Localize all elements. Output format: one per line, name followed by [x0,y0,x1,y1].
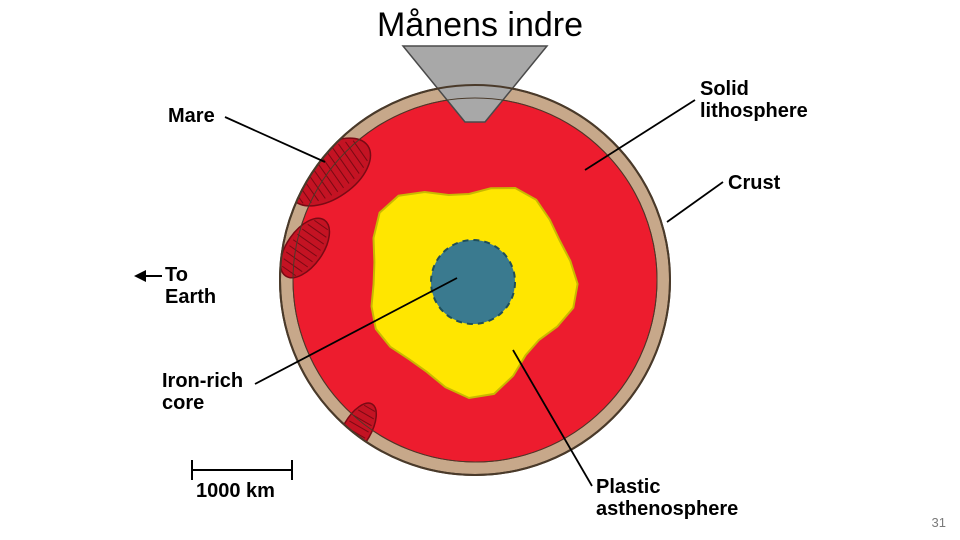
moon-interior-diagram [0,0,960,540]
label-plastic-asthenosphere: Plastic asthenosphere [596,476,738,520]
label-crust: Crust [728,172,780,194]
label-mare: Mare [168,105,215,127]
scale-bar-label: 1000 km [196,480,275,503]
label-solid-lithosphere: Solid lithosphere [700,78,808,122]
label-to-earth: To Earth [165,264,216,308]
label-iron-core: Iron-rich core [162,370,243,414]
